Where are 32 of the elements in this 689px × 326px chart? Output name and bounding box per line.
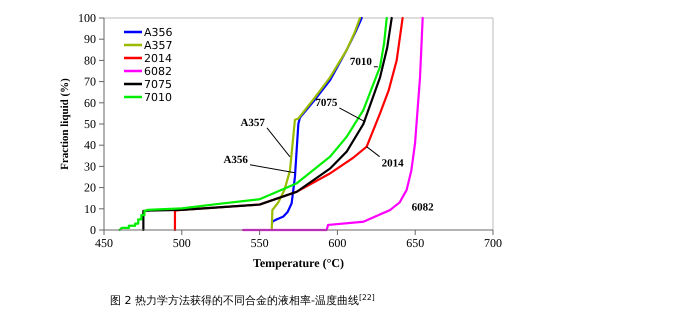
y-tick-label: 0 [90,223,96,237]
y-tick-label: 90 [84,32,96,46]
annotation: A356 [223,154,248,166]
y-tick-label: 20 [84,180,96,195]
annotation: 6082 [412,201,434,214]
legend-label: 7010 [144,91,172,104]
y-tick-label: 30 [84,159,96,174]
x-tick-label: 450 [95,236,113,250]
y-tick-label: 80 [84,53,96,68]
x-axis-title: Temperature (°C) [252,256,344,270]
x-tick-label: 500 [172,236,191,250]
y-tick-label: 40 [84,138,96,152]
y-tick-label: 100 [78,11,96,25]
legend-label: A356 [144,26,173,39]
text: 图 2 热力学方法获得的不同合金的液相率-温度曲线$^{[22]}$ [110,292,375,307]
y-tick-label: 70 [84,74,96,89]
annotation: A357 [240,116,266,129]
y-tick-label: 60 [84,96,96,110]
y-tick-label: 50 [84,117,96,131]
y-axis-title: Fraction liquid (%) [59,78,71,170]
annotation: 7010 [350,56,372,68]
legend-label: 2014 [144,52,172,65]
legend-label: 6082 [144,65,172,78]
annotation: 2014 [382,158,404,170]
x-tick-label: 650 [406,236,424,250]
y-tick-label: 10 [84,202,96,216]
legend-label: 7075 [144,78,172,91]
annotation: 7075 [315,96,338,109]
x-tick-label: 700 [484,236,502,250]
legend-label: A357 [144,39,173,52]
x-tick-label: 600 [328,236,346,250]
x-tick-label: 550 [250,236,269,250]
